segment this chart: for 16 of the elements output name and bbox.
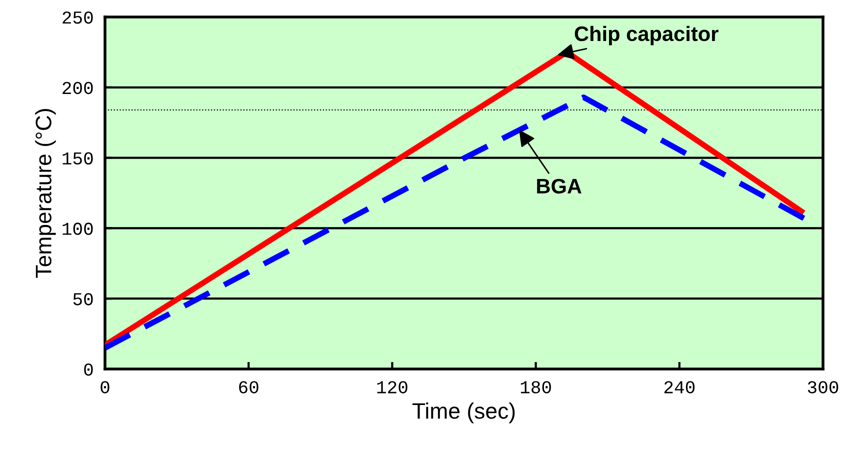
y-axis-title: Temperature (°C) <box>35 109 56 278</box>
y-tick-label: 50 <box>73 293 93 306</box>
x-tick-label: 0 <box>100 381 110 394</box>
y-tick-label: 0 <box>84 363 93 376</box>
x-tick-label: 120 <box>377 381 408 394</box>
y-tick-label: 100 <box>62 222 93 235</box>
x-tick-label: 180 <box>520 381 551 394</box>
x-axis-title: Time (sec) <box>412 402 515 424</box>
y-tick-label: 250 <box>62 11 93 24</box>
x-tick-label: 240 <box>664 381 695 394</box>
annotation: BGA <box>537 178 582 194</box>
x-tick-label: 60 <box>239 381 258 394</box>
y-tick-label: 150 <box>62 152 93 165</box>
y-tick-label: 200 <box>62 82 93 94</box>
x-tick-label: 300 <box>808 381 838 394</box>
annotation: Chip capacitor <box>574 26 718 46</box>
